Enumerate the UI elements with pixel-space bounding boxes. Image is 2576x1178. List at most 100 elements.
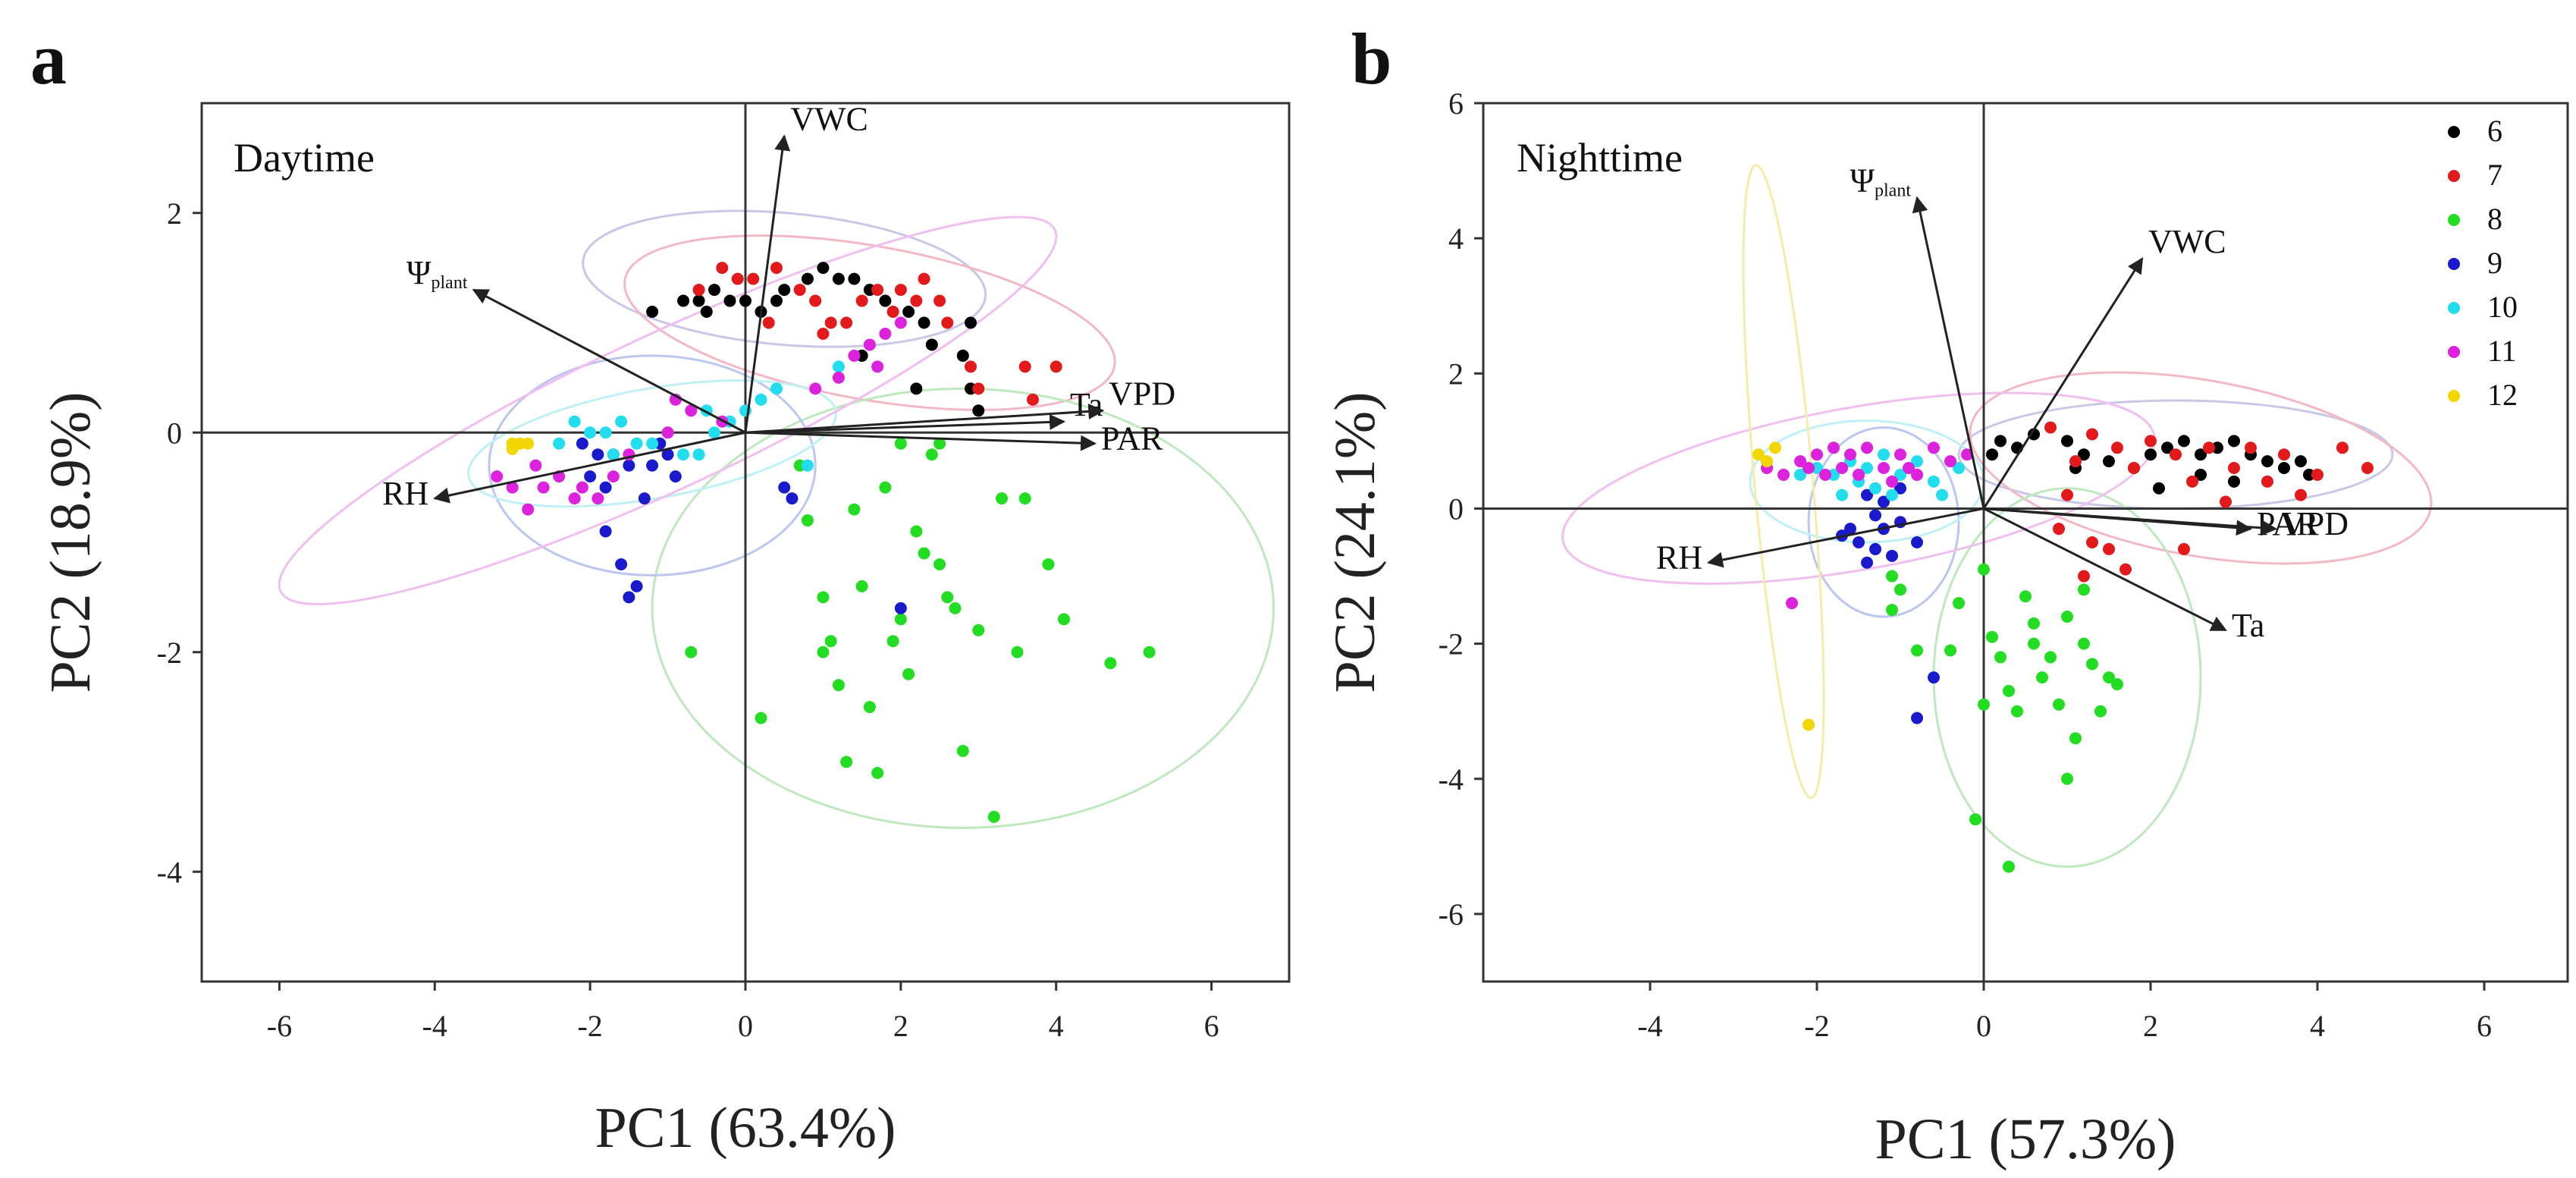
point-group-10 <box>832 360 845 373</box>
point-group-11 <box>661 426 674 439</box>
point-group-9 <box>630 580 643 592</box>
legend-marker-11 <box>2448 346 2460 358</box>
x-tick-label: -6 <box>267 1009 292 1043</box>
panel-b-points <box>1752 421 2374 873</box>
point-group-6 <box>2278 462 2290 475</box>
point-group-8 <box>863 701 876 714</box>
point-group-7 <box>2111 441 2123 454</box>
point-group-10 <box>770 382 783 395</box>
point-group-11 <box>848 349 861 362</box>
point-group-8 <box>2003 860 2015 873</box>
point-group-7 <box>2336 441 2349 454</box>
point-group-10 <box>755 393 767 406</box>
point-group-7 <box>886 306 899 319</box>
point-group-11 <box>1961 448 1973 461</box>
point-group-12 <box>1752 448 1765 461</box>
point-group-7 <box>716 262 729 275</box>
point-group-11 <box>1911 468 1923 481</box>
point-group-8 <box>894 437 907 450</box>
point-group-11 <box>1944 455 1956 468</box>
point-group-7 <box>2128 462 2140 475</box>
point-group-12 <box>522 437 535 450</box>
point-group-7 <box>2361 462 2374 475</box>
point-group-11 <box>607 470 620 483</box>
point-group-9 <box>778 481 791 494</box>
point-group-8 <box>2061 610 2073 623</box>
point-group-8 <box>2036 671 2048 684</box>
point-group-8 <box>879 481 892 494</box>
vector-label-rh: RH <box>382 475 428 512</box>
point-group-11 <box>1803 462 1815 475</box>
point-group-6 <box>723 294 736 307</box>
point-group-10 <box>615 415 628 428</box>
point-group-9 <box>1878 495 1890 508</box>
vector-label-par: PAR <box>1101 420 1163 457</box>
point-group-11 <box>522 503 535 516</box>
y-tick-label: -4 <box>1439 762 1464 796</box>
point-group-11 <box>1794 455 1806 468</box>
panel-b-x-ticks: -4 -2 0 2 4 6 <box>1637 982 2492 1043</box>
point-group-8 <box>956 745 969 758</box>
point-group-9 <box>1894 482 1906 495</box>
vector-label-rh: RH <box>1656 539 1702 576</box>
panel-a-points <box>491 262 1156 823</box>
point-group-8 <box>1978 698 1990 711</box>
point-group-9 <box>1869 542 1881 555</box>
point-group-6 <box>925 338 938 351</box>
point-group-7 <box>1018 360 1031 373</box>
point-group-8 <box>2044 651 2057 664</box>
point-group-8 <box>1886 604 1898 617</box>
point-group-10 <box>1953 462 1965 475</box>
point-group-11 <box>1878 462 1890 475</box>
point-group-9 <box>623 459 635 472</box>
point-group-10 <box>1828 468 1840 481</box>
point-group-10 <box>1869 482 1881 495</box>
point-group-8 <box>824 635 837 648</box>
legend-marker-6 <box>2448 126 2460 138</box>
point-group-6 <box>646 306 659 319</box>
point-group-6 <box>2228 475 2240 488</box>
point-group-8 <box>902 668 915 680</box>
point-group-11 <box>529 459 542 472</box>
point-group-9 <box>615 558 628 570</box>
point-group-6 <box>692 294 705 307</box>
point-group-11 <box>1844 448 1856 461</box>
point-group-12 <box>506 442 519 455</box>
vector-label-psi-plant: Ψplant <box>406 254 468 293</box>
point-group-10 <box>599 426 612 439</box>
point-group-7 <box>2261 475 2273 488</box>
panel-a-confidence-ellipses <box>278 209 1275 829</box>
point-group-6 <box>708 284 721 297</box>
point-group-6 <box>2103 455 2115 468</box>
loading-vector-rh <box>433 431 746 504</box>
point-group-7 <box>731 272 744 285</box>
point-group-8 <box>1894 583 1906 596</box>
point-group-8 <box>1953 597 1965 610</box>
point-group-9 <box>1886 549 1898 562</box>
point-group-7 <box>692 284 705 297</box>
point-group-6 <box>972 404 985 417</box>
point-group-6 <box>739 294 751 307</box>
point-group-7 <box>747 272 760 285</box>
y-tick-label: -2 <box>157 636 182 670</box>
point-group-8 <box>2094 705 2107 718</box>
point-group-9 <box>661 448 674 461</box>
point-group-9 <box>786 492 799 505</box>
point-group-6 <box>778 284 791 297</box>
point-group-8 <box>2028 637 2040 650</box>
x-tick-label: -2 <box>1804 1009 1829 1043</box>
point-group-9 <box>1861 556 1873 569</box>
point-group-10 <box>1811 462 1823 475</box>
point-group-10 <box>692 448 705 461</box>
point-group-8 <box>1911 644 1923 657</box>
point-group-7 <box>770 262 783 275</box>
point-group-11 <box>1886 475 1898 488</box>
point-group-7 <box>2186 475 2198 488</box>
point-group-6 <box>2195 448 2207 461</box>
point-group-7 <box>809 294 822 307</box>
x-tick-label: -4 <box>1637 1009 1662 1043</box>
x-tick-label: 6 <box>1204 1009 1219 1043</box>
panel-a-letter: a <box>30 18 67 99</box>
ellipse-group-9 <box>1807 426 1960 618</box>
y-tick-label: 0 <box>1448 492 1464 526</box>
